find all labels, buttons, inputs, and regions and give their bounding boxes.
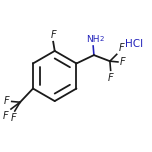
Text: F: F	[3, 111, 9, 121]
Text: F: F	[50, 29, 56, 40]
Text: HCl: HCl	[125, 39, 143, 49]
Text: NH: NH	[86, 35, 100, 44]
Text: F: F	[4, 97, 9, 106]
Text: F: F	[118, 43, 124, 53]
Text: F: F	[120, 57, 125, 67]
Text: F: F	[108, 73, 113, 83]
Text: 2: 2	[100, 36, 104, 42]
Text: F: F	[10, 113, 16, 123]
